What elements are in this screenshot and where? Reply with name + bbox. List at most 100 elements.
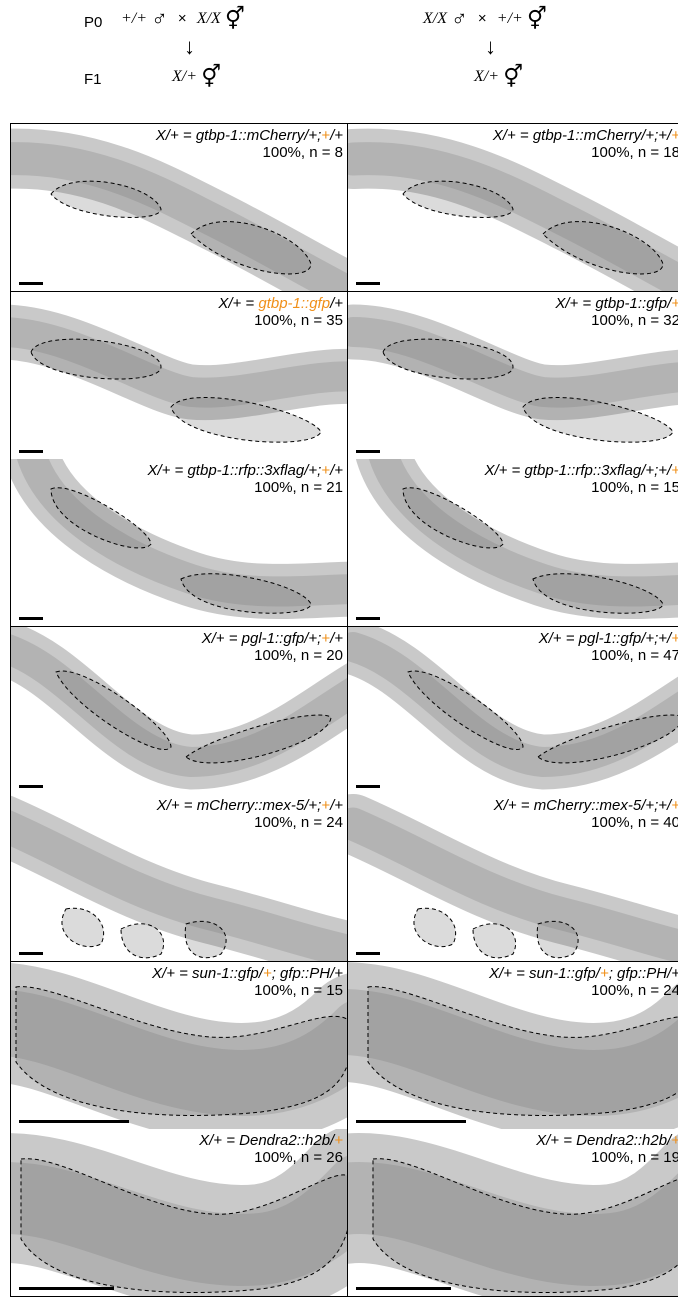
micrograph-panel: X/+ = Dendra2::h2b/+100%, n = 19: [348, 1129, 678, 1297]
genotype-tail: /+: [330, 629, 343, 647]
panel-label: X/+ = gtbp-1::mCherry/+;+/+100%, n = 18: [493, 127, 678, 161]
panel-label: X/+ = gtbp-1::gfp/+ 100%, n = 35: [218, 295, 343, 329]
gonad-outline: [537, 714, 678, 763]
scale-bar: [19, 449, 43, 453]
panel-label: X/+ = gtbp-1::mCherry/+;+/+ 100%, n = 8: [156, 127, 343, 161]
gonad-outline: [472, 923, 517, 959]
micrograph-panel: X/+ = gtbp-1::gfp/+100%, n = 32: [348, 291, 678, 460]
gonad-outline: [413, 907, 456, 948]
genotype-main: pgl-1::gfp/+;+/: [578, 629, 672, 647]
worm-image: [348, 304, 678, 443]
genotype-tail: /+: [330, 127, 343, 144]
genotype-label: X/+ = gtbp-1::rfp::3xflag/+;+/+: [484, 462, 678, 479]
stat-label: 100%, n = 8: [262, 144, 343, 161]
panel-label: X/+ = gtbp-1::gfp/+100%, n = 32: [555, 295, 678, 329]
highlight-allele: +: [599, 964, 609, 982]
genotype-main: mCherry::mex-5/+;+/: [533, 797, 672, 814]
worm-image: [11, 1129, 347, 1296]
genotype-prefix: X/+ =: [536, 1132, 577, 1149]
gonad-outline: [15, 985, 347, 1116]
scale-bar: [19, 1287, 114, 1290]
micrograph-panel: X/+ = gtbp-1::rfp::3xflag/+;+/+100%, n =…: [11, 459, 348, 627]
stat-label: 100%, n = 20: [254, 646, 343, 664]
genotype-label: X/+ = mCherry::mex-5/+;+/+: [494, 797, 678, 814]
cross-times: ×: [477, 10, 487, 27]
worm-image: [348, 1133, 678, 1296]
stat-label: 100%, n = 21: [254, 479, 343, 496]
panel-label: X/+ = Dendra2::h2b/+ 100%, n = 26: [199, 1132, 343, 1166]
genotype-tail: /+: [330, 462, 343, 479]
cross-times: ×: [177, 10, 187, 27]
genotype-label: X/+ = mCherry::mex-5/+;+/+: [157, 797, 343, 814]
left-male-genotype: +/+: [121, 10, 148, 27]
worm-image: [11, 626, 347, 790]
genotype-label: X/+ = pgl-1::gfp/+;+/+: [539, 630, 678, 647]
gonad-outline: [50, 180, 162, 218]
worm-gonad-signal: [11, 810, 347, 961]
micrograph-panel: X/+ = gtbp-1::rfp::3xflag/+;+/+100%, n =…: [348, 459, 678, 627]
genotype-prefix: X/+ =: [201, 629, 242, 647]
panel-label: X/+ = sun-1::gfp/+; gfp::PH/+ 100%, n = 2…: [489, 965, 678, 999]
genotype-label: X/+ = sun-1::gfp/+; gfp::PH/+: [152, 965, 343, 982]
scale-bar: [356, 282, 380, 285]
worm-image: [348, 626, 678, 790]
gonad-outline: [180, 573, 312, 614]
scale-bar: [356, 952, 380, 955]
gonad-outline: [170, 396, 322, 443]
genotype-main: sun-1::gfp/: [192, 964, 263, 982]
highlight-allele: +: [321, 797, 331, 814]
hermaphrodite-symbol-icon: ⚥: [201, 64, 222, 89]
genotype-prefix: X/+ =: [152, 964, 193, 982]
genotype-label: X/+ = gtbp-1::gfp/+: [555, 295, 678, 312]
worm-image: [11, 962, 347, 1129]
scale-bar: [19, 1119, 129, 1123]
worm-gonad-signal: [11, 142, 347, 291]
genotype-main: Dendra2::h2b/: [239, 1132, 335, 1149]
worm-image: [11, 128, 347, 291]
worm-gonad-signal: [348, 1162, 678, 1286]
right-cross-arrow: ↓: [485, 34, 496, 59]
worm-gonad-signal: [11, 989, 347, 1116]
micrograph-panel: X/+ = mCherry::mex-5/+;+/+100%, n = 40: [348, 794, 678, 962]
highlight-allele: +: [321, 127, 331, 144]
highlight-allele: +: [321, 629, 331, 647]
left-cross-arrow: ↓: [184, 34, 195, 59]
worm-image: [348, 794, 678, 961]
gonad-outline: [184, 920, 227, 959]
stat-label: 100%, n = 47: [591, 646, 678, 664]
genotype-label: X/+ = Dendra2::h2b/+: [536, 1132, 678, 1149]
genotype-main: gtbp-1::rfp::3xflag/+;: [187, 462, 322, 479]
genotype-tail: ; gfp::PH/+: [271, 964, 343, 982]
right-male-genotype: X/X: [423, 10, 447, 27]
gonad-outline: [30, 338, 162, 379]
micrograph-panel: X/+ = gtbp-1::mCherry/+;+/+100%, n = 18: [348, 124, 678, 292]
gonad-outline: [402, 180, 514, 218]
genotype-prefix: X/+ =: [199, 1132, 240, 1149]
stat-label: 100%, n = 18: [591, 144, 678, 161]
hermaphrodite-symbol-icon: ⚥: [527, 6, 547, 31]
scale-bar: [356, 784, 380, 788]
left-f1-genotype: X/+: [172, 68, 198, 85]
highlight-allele: +: [321, 462, 331, 479]
stat-label: 100%, n = 35: [254, 311, 343, 329]
worm-gonad-signal: [11, 316, 347, 408]
stat-label: 100%, n = 40: [591, 814, 678, 831]
worm-gonad-signal: [11, 1156, 347, 1286]
gonad-outline: [20, 1158, 347, 1293]
worm-gonad-signal: [348, 631, 678, 777]
gonad-outline: [120, 923, 165, 959]
micrograph-panel: X/+ = gtbp-1::gfp/+ 100%, n = 35: [11, 291, 348, 460]
genotype-tail: ; gfp::PH/+: [608, 964, 678, 982]
scale-bar: [19, 784, 43, 788]
panel-label: X/+ = Dendra2::h2b/+100%, n = 19: [536, 1132, 678, 1166]
right-f1-genotype: X/+: [474, 68, 500, 85]
gonad-outline: [190, 221, 312, 275]
panel-label: X/+ = gtbp-1::rfp::3xflag/+;+/+100%, n =…: [484, 462, 678, 496]
genotype-label: X/+ = gtbp-1::rfp::3xflag/+;+/+: [147, 462, 343, 479]
gonad-outline: [532, 573, 664, 614]
panel-label: X/+ = sun-1::gfp/+; gfp::PH/+ 100%, n = 1…: [152, 965, 343, 999]
panel-label: X/+ = pgl-1::gfp/+;+/+ 100%, n = 20: [202, 630, 343, 664]
hermaphrodite-symbol-icon: ⚥: [225, 6, 245, 31]
scale-bar: [19, 952, 43, 955]
genotype-prefix: X/+ =: [538, 629, 579, 647]
